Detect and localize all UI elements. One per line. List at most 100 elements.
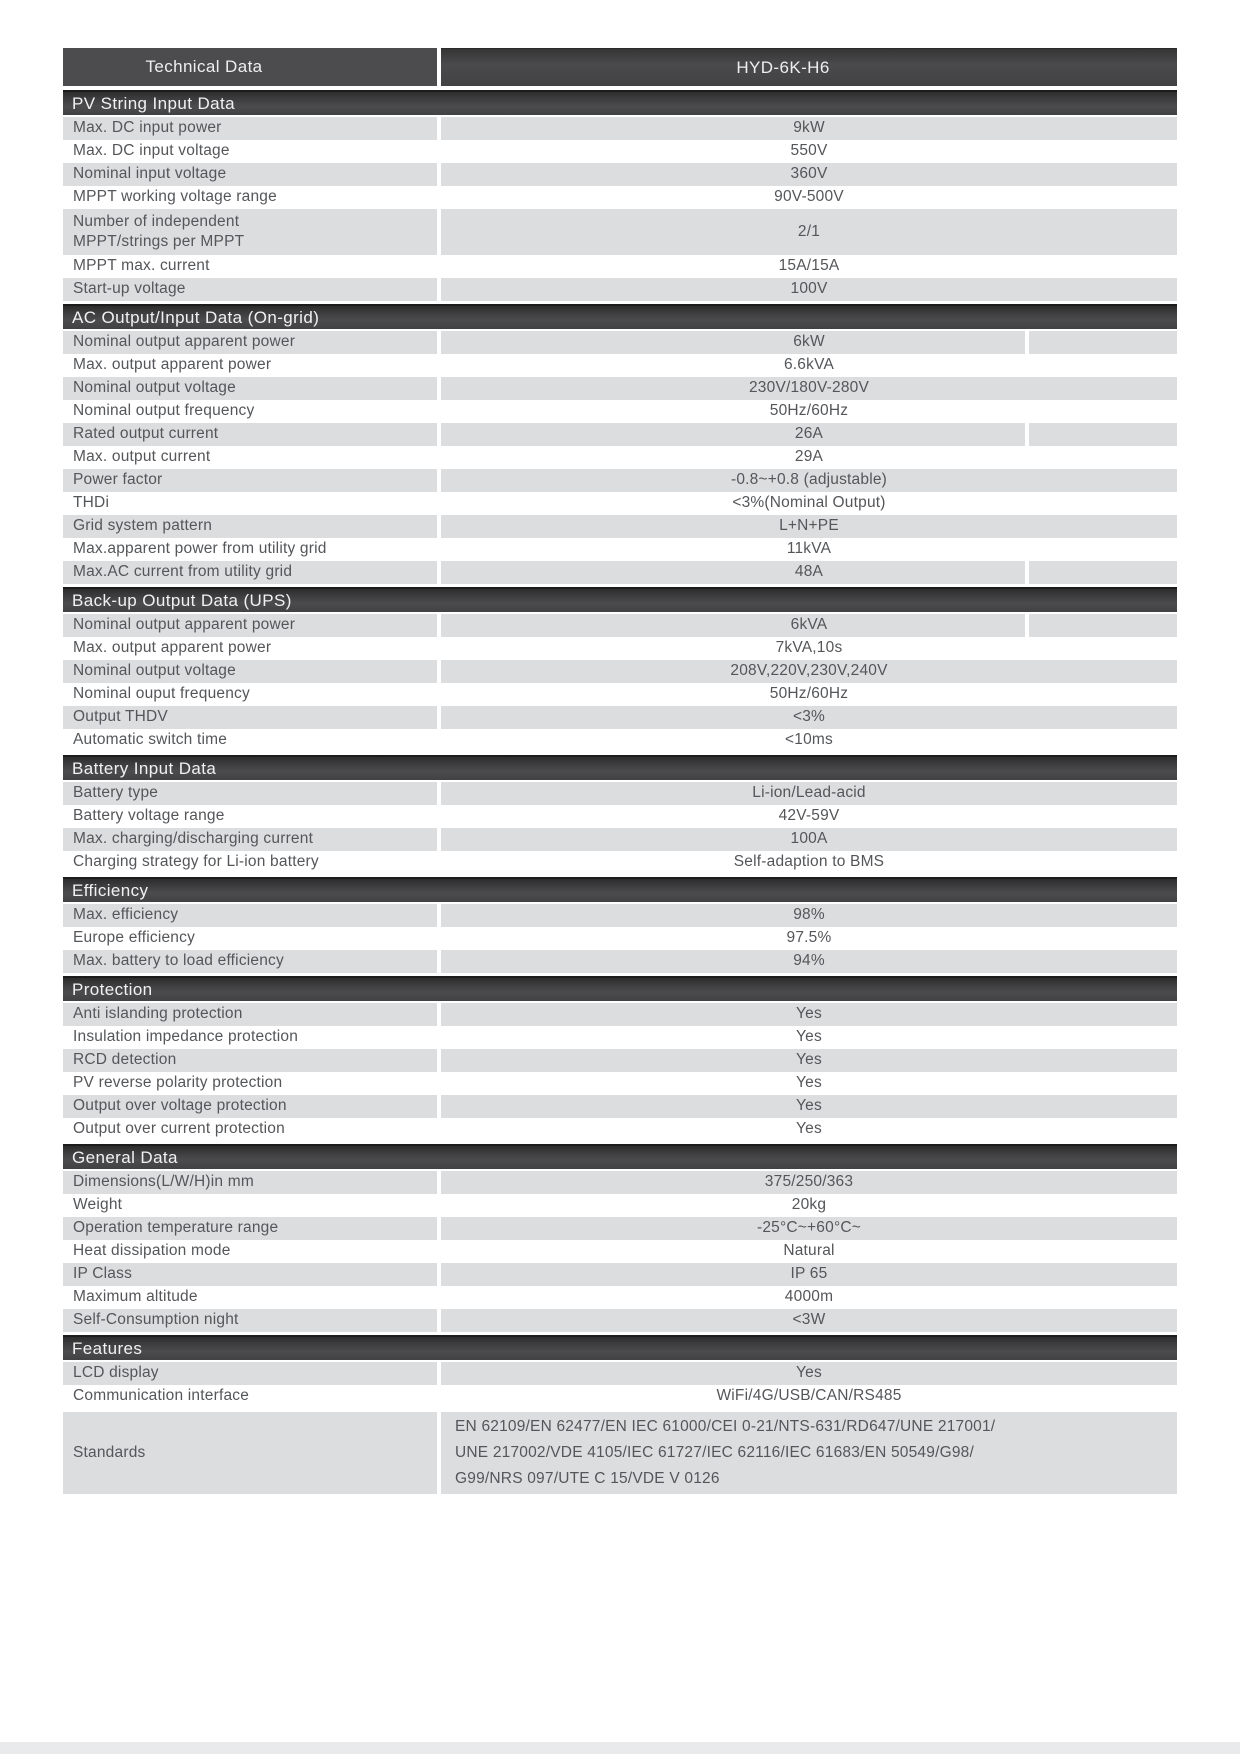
row-label: Max. efficiency — [63, 904, 437, 927]
row-label: Power factor — [63, 469, 437, 492]
section-header-bar: Efficiency — [63, 877, 1177, 902]
row-label: Nominal output apparent power — [63, 614, 437, 637]
table-row: Anti islanding protection Yes — [63, 1003, 1177, 1026]
spec-table-body: PV String Input Data Max. DC input power… — [63, 90, 1177, 1494]
row-value: 6kVA — [441, 614, 1177, 637]
row-value: 375/250/363 — [441, 1171, 1177, 1194]
row-value: Yes — [441, 1072, 1177, 1095]
row-value: Yes — [441, 1003, 1177, 1026]
table-row: Nominal output apparent power 6kW — [63, 331, 1177, 354]
row-value: 90V-500V — [441, 186, 1177, 209]
section-rows: Anti islanding protection Yes Insulation… — [63, 1003, 1177, 1141]
table-row: IP Class IP 65 — [63, 1263, 1177, 1286]
table-row: Rated output current 26A — [63, 423, 1177, 446]
table-row: Nominal output frequency 50Hz/60Hz — [63, 400, 1177, 423]
row-label: Standards — [63, 1412, 437, 1494]
section-header-bar: Features — [63, 1335, 1177, 1360]
row-label: Communication interface — [63, 1385, 437, 1408]
row-value: Yes — [441, 1118, 1177, 1141]
row-value: 48A — [441, 561, 1177, 584]
table-row: Max. DC input power 9kW — [63, 117, 1177, 140]
table-row: Output over current protection Yes — [63, 1118, 1177, 1141]
row-label: THDi — [63, 492, 437, 515]
row-value: 6.6kVA — [441, 354, 1177, 377]
row-value: Yes — [441, 1362, 1177, 1385]
table-row: Max. output current 29A — [63, 446, 1177, 469]
table-row: Battery type Li-ion/Lead-acid — [63, 782, 1177, 805]
row-label: Max.AC current from utility grid — [63, 561, 437, 584]
table-section: Battery Input Data Battery type Li-ion/L… — [63, 755, 1177, 874]
section-rows: Dimensions(L/W/H)in mm 375/250/363 Weigh… — [63, 1171, 1177, 1332]
row-label: Output over voltage protection — [63, 1095, 437, 1118]
section-header-bar: Protection — [63, 976, 1177, 1001]
row-label: Number of independent MPPT/strings per M… — [63, 209, 437, 255]
row-label: Rated output current — [63, 423, 437, 446]
table-row: Charging strategy for Li-ion battery Sel… — [63, 851, 1177, 874]
section-title: Features — [72, 1338, 143, 1358]
row-value: 15A/15A — [441, 255, 1177, 278]
table-row: Battery voltage range 42V-59V — [63, 805, 1177, 828]
row-label: Automatic switch time — [63, 729, 437, 752]
table-row: Grid system pattern L+N+PE — [63, 515, 1177, 538]
row-value: IP 65 — [441, 1263, 1177, 1286]
row-value: Yes — [441, 1095, 1177, 1118]
row-label: Max. charging/discharging current — [63, 828, 437, 851]
row-label: Anti islanding protection — [63, 1003, 437, 1026]
table-row: Maximum altitude 4000m — [63, 1286, 1177, 1309]
table-row: MPPT working voltage range 90V-500V — [63, 186, 1177, 209]
section-rows: Battery type Li-ion/Lead-acid Battery vo… — [63, 782, 1177, 874]
table-row: RCD detection Yes — [63, 1049, 1177, 1072]
row-label: Max. DC input voltage — [63, 140, 437, 163]
table-header-label-column: Technical Data — [63, 48, 437, 86]
table-row: Power factor -0.8~+0.8 (adjustable) — [63, 469, 1177, 492]
section-rows: LCD display Yes Communication interface … — [63, 1362, 1177, 1494]
row-value: 7kVA,10s — [441, 637, 1177, 660]
table-section: Protection Anti islanding protection Yes… — [63, 976, 1177, 1141]
table-row: Dimensions(L/W/H)in mm 375/250/363 — [63, 1171, 1177, 1194]
table-header-model-column: HYD-6K-H6 — [441, 48, 1177, 86]
row-label: Insulation impedance protection — [63, 1026, 437, 1049]
row-label: Weight — [63, 1194, 437, 1217]
section-title: General Data — [72, 1147, 178, 1167]
row-value: 6kW — [441, 331, 1177, 354]
table-row: Max. battery to load efficiency 94% — [63, 950, 1177, 973]
table-row: Max. efficiency 98% — [63, 904, 1177, 927]
row-value: 20kg — [441, 1194, 1177, 1217]
table-row: Output over voltage protection Yes — [63, 1095, 1177, 1118]
row-value: 94% — [441, 950, 1177, 973]
row-value: 42V-59V — [441, 805, 1177, 828]
table-row: Weight 20kg — [63, 1194, 1177, 1217]
table-header-row: Technical Data HYD-6K-H6 — [63, 48, 1177, 86]
table-row: Max. charging/discharging current 100A — [63, 828, 1177, 851]
row-label: Nominal output voltage — [63, 660, 437, 683]
table-row: Nominal input voltage 360V — [63, 163, 1177, 186]
section-title: Protection — [72, 979, 153, 999]
table-row: Standards EN 62109/EN 62477/EN IEC 61000… — [63, 1412, 1177, 1494]
row-value: <3% — [441, 706, 1177, 729]
row-value: Yes — [441, 1026, 1177, 1049]
row-value: 2/1 — [441, 209, 1177, 255]
row-label: Dimensions(L/W/H)in mm — [63, 1171, 437, 1194]
row-value: 360V — [441, 163, 1177, 186]
row-label: Grid system pattern — [63, 515, 437, 538]
row-label: MPPT max. current — [63, 255, 437, 278]
row-label: Nominal output apparent power — [63, 331, 437, 354]
table-row: Max.AC current from utility grid 48A — [63, 561, 1177, 584]
row-label: Charging strategy for Li-ion battery — [63, 851, 437, 874]
row-value: -25°C~+60°C~ — [441, 1217, 1177, 1240]
row-label: Output over current protection — [63, 1118, 437, 1141]
row-value: Li-ion/Lead-acid — [441, 782, 1177, 805]
row-value: 230V/180V-280V — [441, 377, 1177, 400]
row-value: 100V — [441, 278, 1177, 301]
table-row: Heat dissipation mode Natural — [63, 1240, 1177, 1263]
section-title: Battery Input Data — [72, 758, 217, 778]
row-label: Heat dissipation mode — [63, 1240, 437, 1263]
section-header-bar: Battery Input Data — [63, 755, 1177, 780]
row-value: -0.8~+0.8 (adjustable) — [441, 469, 1177, 492]
section-rows: Nominal output apparent power 6kVA Max. … — [63, 614, 1177, 752]
table-row: LCD display Yes — [63, 1362, 1177, 1385]
row-value: WiFi/4G/USB/CAN/RS485 — [441, 1385, 1177, 1408]
row-value: L+N+PE — [441, 515, 1177, 538]
row-label: Max. output apparent power — [63, 637, 437, 660]
